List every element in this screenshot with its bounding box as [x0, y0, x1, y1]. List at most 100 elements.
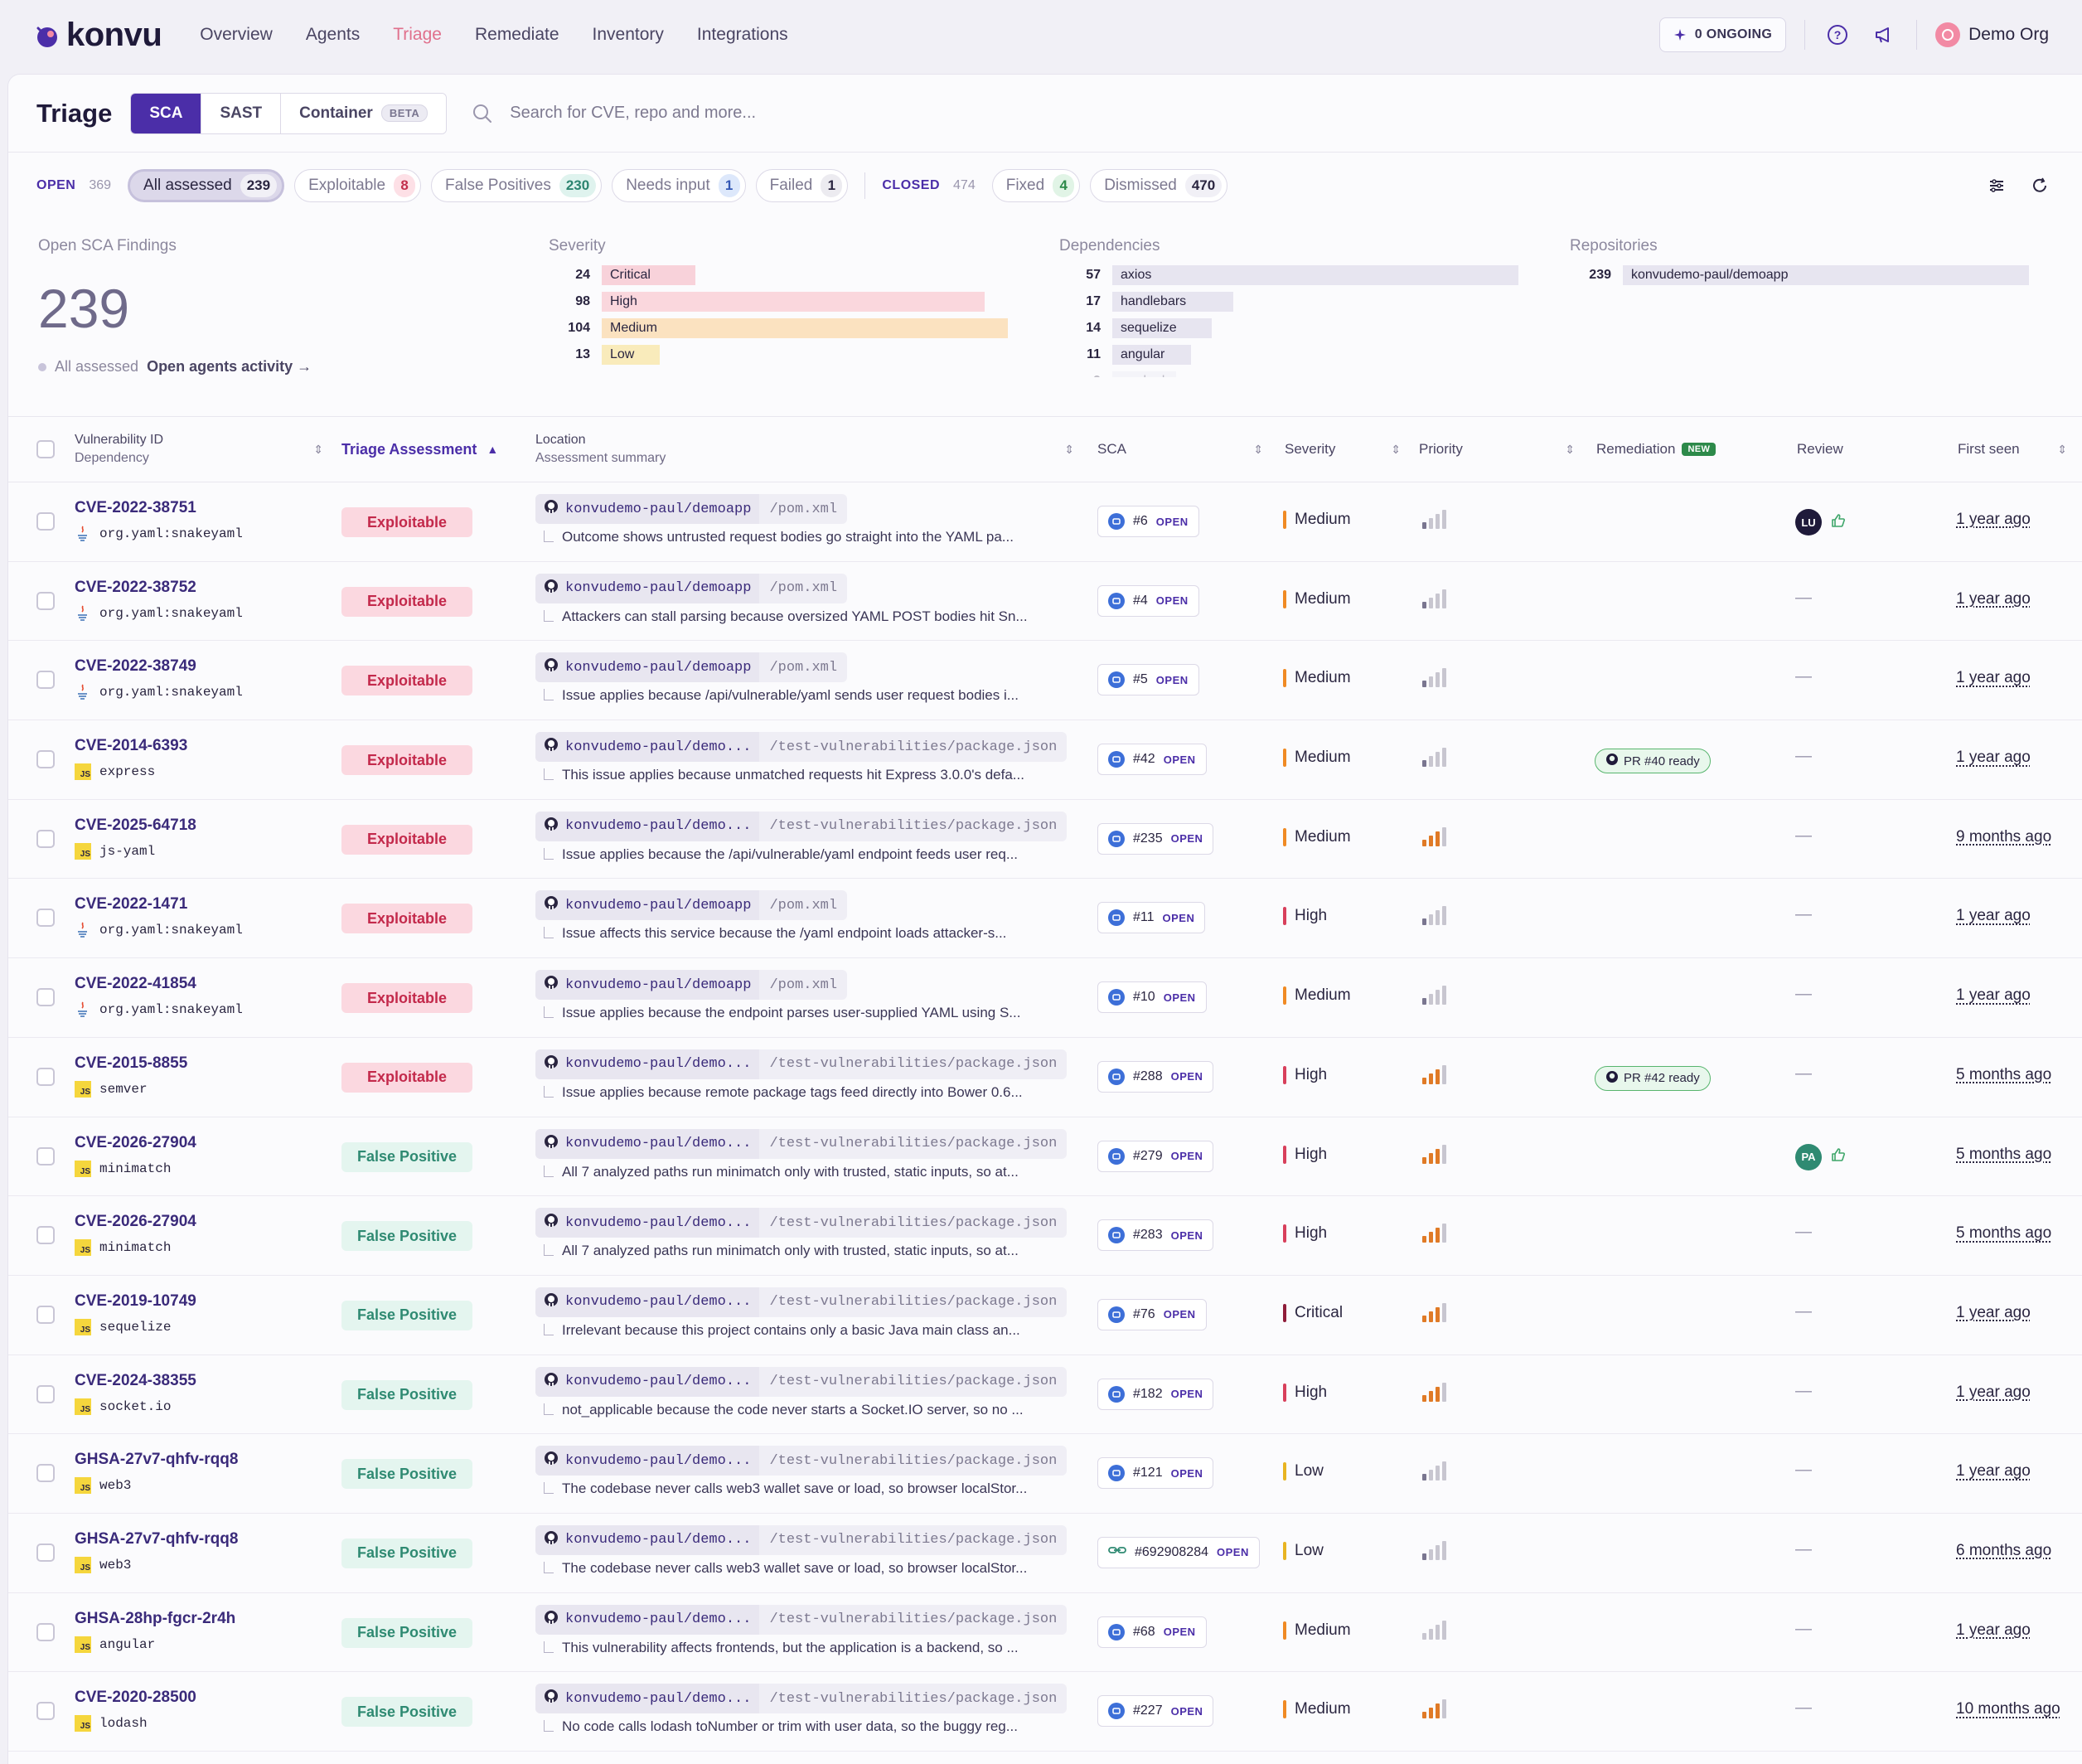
- row-checkbox[interactable]: [36, 1146, 55, 1166]
- bar-row[interactable]: 9marked: [1059, 371, 1557, 377]
- row-checkbox[interactable]: [36, 1226, 55, 1245]
- bar-row[interactable]: 57 axios: [1059, 265, 1557, 285]
- vulnerability-id[interactable]: CVE-2014-6393: [75, 737, 188, 755]
- location-tag[interactable]: konvudemo-paul/demo... /test-vulnerabilit…: [535, 1366, 1068, 1397]
- nav-link-agents[interactable]: Agents: [305, 25, 361, 44]
- vulnerability-id[interactable]: GHSA-27v7-qhfv-rqq8: [75, 1451, 239, 1469]
- location-tag[interactable]: konvudemo-paul/demo... /test-vulnerabilit…: [535, 1524, 1068, 1555]
- table-row[interactable]: CVE-2025-64718 JS js-yaml Exploitable konvud…: [8, 800, 2082, 880]
- col-priority[interactable]: Priority ⇕: [1419, 441, 1575, 458]
- filter-chip-all-assessed[interactable]: All assessed 239: [128, 169, 285, 202]
- table-row[interactable]: CVE-2020-28500 JS lodash False Positive konv…: [8, 1672, 2082, 1752]
- refresh-icon[interactable]: [2026, 172, 2054, 200]
- vulnerability-id[interactable]: CVE-2025-64718: [75, 816, 196, 834]
- vulnerability-id[interactable]: CVE-2015-8855: [75, 1054, 188, 1072]
- location-tag[interactable]: konvudemo-paul/demo... /test-vulnerabilit…: [535, 1684, 1068, 1714]
- row-checkbox[interactable]: [36, 1543, 55, 1562]
- vulnerability-id[interactable]: CVE-2022-38749: [75, 657, 196, 676]
- announcements-icon[interactable]: [1870, 21, 1898, 49]
- vulnerability-id[interactable]: CVE-2019-10749: [75, 1292, 196, 1310]
- nav-link-integrations[interactable]: Integrations: [696, 25, 788, 44]
- filter-chip-false-positives[interactable]: False Positives 230: [431, 169, 603, 202]
- location-tag[interactable]: konvudemo-paul/demoapp/pom.xml: [535, 494, 848, 524]
- vulnerability-id[interactable]: CVE-2026-27904: [75, 1213, 196, 1231]
- row-checkbox[interactable]: [36, 1464, 55, 1483]
- table-row[interactable]: CVE-2026-27904 JS minimatch False Positive k…: [8, 1117, 2082, 1197]
- row-checkbox[interactable]: [36, 1305, 55, 1324]
- table-row[interactable]: CVE-2014-6393 JS express Exploitable konvude…: [8, 720, 2082, 800]
- col-severity[interactable]: Severity ⇕: [1285, 441, 1401, 458]
- col-location[interactable]: Location Assessment summary ⇕: [535, 433, 1074, 466]
- location-tag[interactable]: konvudemo-paul/demoapp/pom.xml: [535, 890, 848, 921]
- filter-chip-exploitable[interactable]: Exploitable 8: [294, 169, 422, 202]
- vulnerability-id[interactable]: CVE-2026-27904: [75, 1133, 196, 1151]
- filter-chip-needs-input[interactable]: Needs input 1: [612, 169, 746, 202]
- sca-alert-chip[interactable]: #121 OPEN: [1097, 1457, 1214, 1490]
- row-checkbox[interactable]: [36, 591, 55, 610]
- table-row[interactable]: CVE-2026-27904 JS minimatch False Positive k…: [8, 1196, 2082, 1276]
- col-review[interactable]: Review: [1797, 441, 1843, 458]
- org-switcher[interactable]: Demo Org: [1935, 22, 2049, 47]
- filter-chip-dismissed[interactable]: Dismissed 470: [1090, 169, 1228, 202]
- bar-row[interactable]: 98 High: [549, 292, 1046, 312]
- sca-alert-chip[interactable]: #4 OPEN: [1097, 584, 1199, 617]
- bar-row[interactable]: 14 sequelize: [1059, 318, 1557, 338]
- location-tag[interactable]: konvudemo-paul/demo... /test-vulnerabilit…: [535, 1446, 1068, 1476]
- col-triage[interactable]: Triage Assessment ▲: [341, 441, 498, 458]
- bar-row[interactable]: 104 Medium: [549, 318, 1046, 338]
- nav-link-overview[interactable]: Overview: [200, 25, 273, 44]
- location-tag[interactable]: konvudemo-paul/demo... /test-vulnerabilit…: [535, 1287, 1068, 1317]
- ongoing-button[interactable]: 0 ONGOING: [1658, 17, 1787, 52]
- table-row[interactable]: CVE-2022-38751 org.yaml:snakeyaml Exploita…: [8, 482, 2082, 562]
- vulnerability-id[interactable]: CVE-2022-1471: [75, 895, 188, 914]
- table-row[interactable]: GHSA-28hp-fgcr-2r4h JS angular False Positi…: [8, 1593, 2082, 1673]
- sca-alert-chip[interactable]: #227 OPEN: [1097, 1695, 1214, 1728]
- row-checkbox[interactable]: [36, 750, 55, 769]
- location-tag[interactable]: konvudemo-paul/demo... /test-vulnerabilit…: [535, 732, 1068, 763]
- table-row[interactable]: CVE-2015-8855 JS semver Exploitable konvudem…: [8, 1038, 2082, 1117]
- col-sca[interactable]: SCA ⇕: [1097, 441, 1263, 458]
- bar-row[interactable]: 17 handlebars: [1059, 292, 1557, 312]
- table-row[interactable]: GHSA-27v7-qhfv-rqq8 JS web3 False Positive k…: [8, 1514, 2082, 1593]
- nav-link-inventory[interactable]: Inventory: [592, 25, 664, 44]
- row-checkbox[interactable]: [36, 829, 55, 848]
- nav-link-remediate[interactable]: Remediate: [474, 25, 559, 44]
- filter-chip-failed[interactable]: Failed 1: [755, 169, 849, 202]
- tab-sast[interactable]: SAST: [201, 93, 282, 133]
- sca-alert-chip[interactable]: #235 OPEN: [1097, 822, 1214, 855]
- bar-row[interactable]: 13 Low: [549, 345, 1046, 365]
- row-checkbox[interactable]: [36, 1067, 55, 1086]
- location-tag[interactable]: konvudemo-paul/demo... /test-vulnerabilit…: [535, 1208, 1068, 1238]
- location-tag[interactable]: konvudemo-paul/demo... /test-vulnerabilit…: [535, 811, 1068, 841]
- location-tag[interactable]: konvudemo-paul/demoapp/pom.xml: [535, 652, 848, 683]
- table-row[interactable]: CVE-2024-38355 JS socket.io False Positive k…: [8, 1355, 2082, 1435]
- sca-alert-chip[interactable]: #5 OPEN: [1097, 664, 1199, 696]
- select-all-checkbox[interactable]: [36, 440, 55, 458]
- bar-row[interactable]: 11 angular: [1059, 345, 1557, 365]
- table-row[interactable]: CVE-2022-1471 org.yaml:snakeyaml Exploitab…: [8, 879, 2082, 959]
- col-remediation[interactable]: Remediation NEW: [1596, 441, 1716, 458]
- table-row[interactable]: CVE-2019-10749 JS sequelize False Positive k…: [8, 1276, 2082, 1355]
- location-tag[interactable]: konvudemo-paul/demoapp/pom.xml: [535, 970, 848, 1001]
- filter-chip-fixed[interactable]: Fixed 4: [991, 169, 1081, 202]
- sca-alert-chip[interactable]: #279 OPEN: [1097, 1140, 1214, 1172]
- bar-row[interactable]: 239 konvudemo-paul/demoapp: [1570, 265, 2067, 285]
- vulnerability-id[interactable]: CVE-2022-38751: [75, 499, 196, 516]
- table-row[interactable]: CVE-2022-38752 org.yaml:snakeyaml Exploita…: [8, 562, 2082, 642]
- tab-sca[interactable]: SCA: [131, 93, 202, 133]
- bar-row[interactable]: 24 Critical: [549, 265, 1046, 285]
- row-checkbox[interactable]: [36, 909, 55, 928]
- table-row[interactable]: CVE-2022-38749 org.yaml:snakeyaml Exploita…: [8, 641, 2082, 721]
- row-checkbox[interactable]: [36, 671, 55, 690]
- table-row[interactable]: CVE-2022-41854 org.yaml:snakeyaml Exploita…: [8, 958, 2082, 1038]
- row-checkbox[interactable]: [36, 1622, 55, 1641]
- vulnerability-id[interactable]: CVE-2024-38355: [75, 1371, 196, 1389]
- row-checkbox[interactable]: [36, 1702, 55, 1721]
- sca-alert-chip[interactable]: #182 OPEN: [1097, 1378, 1214, 1410]
- pull-request-chip[interactable]: PR #42 ready: [1595, 1065, 1711, 1091]
- location-tag[interactable]: konvudemo-paul/demo... /test-vulnerabilit…: [535, 1128, 1068, 1159]
- sca-alert-chip[interactable]: #692908284 OPEN: [1097, 1536, 1260, 1568]
- search-input[interactable]: [510, 104, 1174, 123]
- help-icon[interactable]: ?: [1823, 21, 1852, 49]
- table-row[interactable]: GHSA-27v7-qhfv-rqq8 JS web3 False Positive k…: [8, 1434, 2082, 1514]
